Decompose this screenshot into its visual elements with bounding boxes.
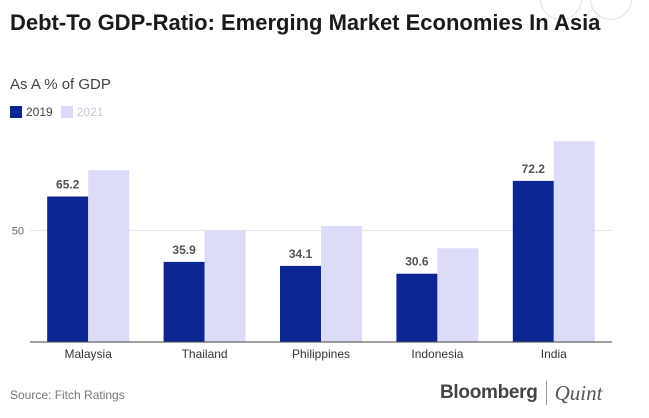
brand-quint: Quint bbox=[554, 380, 603, 405]
data-label-2019-philippines: 34.1 bbox=[289, 247, 313, 261]
bar-chart: 50 65.2 Malaysia 35.9 Thailand 34.1 Philippine… bbox=[12, 141, 612, 361]
x-tick-label-thailand: Thailand bbox=[182, 347, 228, 361]
x-tick-label-india: India bbox=[541, 347, 567, 361]
bar-2019-philippines bbox=[280, 265, 321, 342]
chart-legend: 2019 2021 bbox=[10, 104, 111, 120]
data-label-2019-india: 72.2 bbox=[522, 162, 546, 176]
legend-swatch-2019 bbox=[10, 106, 22, 118]
chart-title: Debt-To GDP-Ratio: Emerging Market Econo… bbox=[10, 10, 601, 35]
legend-label-2021: 2021 bbox=[76, 105, 104, 119]
x-tick-label-malaysia: Malaysia bbox=[65, 347, 113, 361]
brand-separator bbox=[545, 381, 547, 405]
data-label-2019-malaysia: 65.2 bbox=[56, 178, 80, 192]
bar-2021-malaysia bbox=[88, 170, 130, 342]
brand-bloomberg: Bloomberg bbox=[440, 382, 538, 403]
bar-2019-india bbox=[512, 180, 554, 342]
bar-2021-indonesia bbox=[437, 248, 479, 342]
x-tick-label-philippines: Philippines bbox=[292, 347, 350, 361]
brand-logo: Bloomberg Quint bbox=[440, 380, 602, 406]
legend-item-2019: 2019 bbox=[10, 105, 53, 119]
legend-swatch-2021 bbox=[60, 106, 73, 118]
bar-2019-thailand bbox=[163, 261, 205, 342]
x-tick-label-indonesia: Indonesia bbox=[411, 347, 463, 361]
bar-2021-philippines bbox=[321, 225, 362, 342]
data-label-2019-indonesia: 30.6 bbox=[405, 255, 429, 269]
source-note: Source: Fitch Ratings bbox=[10, 388, 125, 402]
chart-subtitle: As A % of GDP bbox=[10, 76, 111, 93]
bar-2021-india bbox=[553, 141, 595, 342]
bar-2019-indonesia bbox=[396, 273, 438, 342]
data-label-2019-thailand: 35.9 bbox=[172, 243, 196, 257]
bar-2019-malaysia bbox=[47, 196, 89, 342]
legend-item-2021: 2021 bbox=[60, 105, 104, 119]
legend-label-2019: 2019 bbox=[26, 105, 53, 119]
y-tick-label-50: 50 bbox=[12, 225, 24, 237]
bar-2021-thailand bbox=[204, 230, 246, 342]
